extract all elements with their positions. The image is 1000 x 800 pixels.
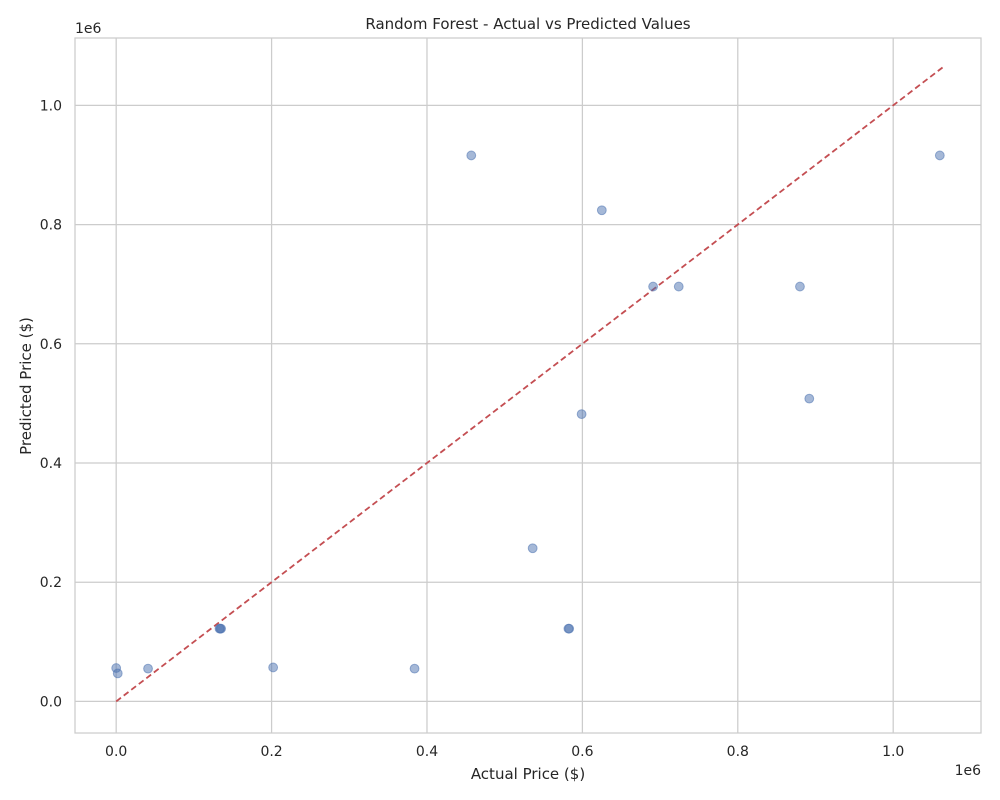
y-axis-label: Predicted Price ($) <box>17 317 35 455</box>
x-tick-label: 0.8 <box>727 744 749 760</box>
data-point <box>466 150 477 161</box>
data-point <box>576 409 587 420</box>
data-point <box>648 281 658 292</box>
y-tick-label: 0.4 <box>40 456 62 472</box>
data-point <box>268 662 279 673</box>
reference-line <box>115 65 945 703</box>
x-tick-label: 0.2 <box>260 744 282 760</box>
reference-line-group <box>115 65 945 703</box>
y-tick-label: 1.0 <box>40 98 62 114</box>
chart-title: Random Forest - Actual vs Predicted Valu… <box>365 15 690 33</box>
data-point <box>804 393 815 404</box>
plot-frame <box>74 37 982 734</box>
data-point <box>409 663 420 674</box>
x-tick-label: 0.6 <box>571 744 593 760</box>
y-tick-label: 0.2 <box>40 575 62 591</box>
x-axis-label: Actual Price ($) <box>471 765 585 783</box>
y-tick-label: 0.6 <box>40 337 62 353</box>
data-point <box>143 663 153 674</box>
x-tick-label: 1.0 <box>882 744 904 760</box>
data-point <box>596 205 607 216</box>
y-axis-offset-label: 1e6 <box>75 21 102 37</box>
y-tick-label: 0.0 <box>40 694 62 710</box>
data-point <box>934 150 945 161</box>
data-point <box>216 623 226 634</box>
x-tick-label: 0.4 <box>416 744 438 760</box>
y-tick-label: 0.8 <box>40 218 62 234</box>
x-tick-labels: 0.0 0.2 0.4 0.6 0.8 1.0 <box>105 744 904 760</box>
grid-lines <box>75 38 981 733</box>
data-point <box>527 543 538 554</box>
x-tick-label: 0.0 <box>105 744 127 760</box>
data-point <box>795 281 805 292</box>
data-point <box>112 668 123 679</box>
x-axis-offset-label: 1e6 <box>955 763 982 779</box>
data-point <box>564 623 575 634</box>
y-tick-labels: 0.0 0.2 0.4 0.6 0.8 1.0 <box>40 98 62 710</box>
data-points <box>111 150 945 679</box>
data-point <box>673 281 684 292</box>
